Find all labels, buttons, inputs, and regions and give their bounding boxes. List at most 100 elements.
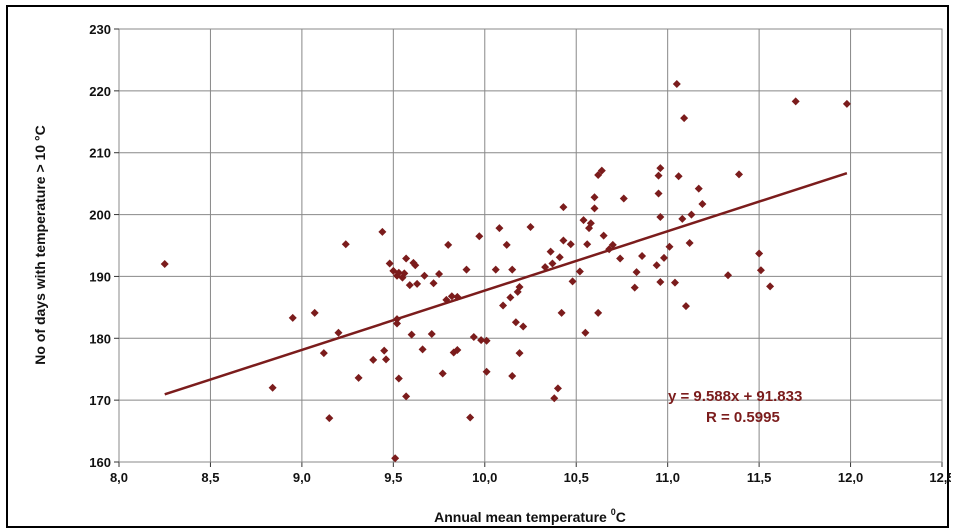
data-point [756,266,765,275]
data-point [310,308,319,317]
data-point [420,271,429,280]
y-tick-label: 220 [89,84,111,99]
data-point [654,171,663,180]
data-point [475,232,484,241]
data-point [526,222,535,231]
data-point [698,200,707,209]
data-point [502,240,511,249]
data-point [590,193,599,202]
data-point [462,265,471,274]
data-point [288,313,297,322]
data-point [482,336,491,345]
chart-frame: 8,0 8,5 9,0 9,5 10,0 10,5 11,0 11,5 12,0 12,5 160… [6,5,951,528]
scatter-chart: 8,0 8,5 9,0 9,5 10,0 10,5 11,0 11,5 12,0 12,5 160… [32,22,951,525]
data-point [392,315,401,324]
data-point [491,265,500,274]
x-tick-label: 11,0 [655,470,680,485]
x-tick-label: 12,5 [929,470,951,485]
data-point [559,203,568,212]
data-point [160,260,169,269]
data-point [590,204,599,213]
data-point [444,240,453,249]
x-tick-label: 8,0 [110,470,128,485]
data-point [654,189,663,198]
y-axis-title: No of days with temperature > 10 °C [32,125,48,364]
data-point [586,219,595,228]
data-point [506,293,515,302]
data-point [557,308,566,317]
x-axis-title-unit: C [616,509,626,525]
x-tick-label: 8,5 [201,470,219,485]
y-tick-label: 160 [89,455,111,470]
data-point [694,184,703,193]
data-point [515,349,524,358]
data-point [597,166,606,175]
data-point [599,231,608,240]
data-point [550,394,559,403]
data-point [678,214,687,223]
y-tick-label: 200 [89,208,111,223]
x-tick-labels: 8,0 8,5 9,0 9,5 10,0 10,5 11,0 11,5 12,0 12,5 [110,470,951,485]
data-point [766,282,775,291]
data-point [334,328,343,337]
data-point [378,227,387,236]
data-point [546,247,555,256]
data-point [435,269,444,278]
x-tick-label: 10,5 [564,470,589,485]
data-point [407,330,416,339]
data-point [394,268,403,277]
data-point [660,253,669,262]
data-point [583,240,592,249]
data-point [755,249,764,258]
data-point [519,322,528,331]
data-point [674,172,683,181]
data-point [548,259,557,268]
data-point [429,279,438,288]
data-point [568,277,577,286]
data-point [681,302,690,311]
data-point [508,372,517,381]
data-point [319,349,328,358]
data-point [466,413,475,422]
data-point [499,301,508,310]
x-tick-label: 9,5 [384,470,402,485]
data-point [680,114,689,123]
trendline-r-value: R = 0.5995 [706,409,780,426]
data-point [391,454,400,463]
data-point [665,242,674,251]
data-point [608,240,617,249]
data-point [469,333,478,342]
data-point [394,374,403,383]
data-point [442,295,451,304]
data-point [354,373,363,382]
data-point [670,278,679,287]
y-tick-label: 230 [89,22,111,37]
data-point [553,384,562,393]
data-point [566,240,575,249]
data-point [405,281,414,290]
data-point [495,224,504,233]
data-point [438,369,447,378]
data-point [453,292,462,301]
data-point [400,269,409,278]
data-point [402,392,411,401]
data-point [453,346,462,355]
plot-area [118,28,943,463]
data-point [724,271,733,280]
data-point [325,414,334,423]
data-point [385,259,394,268]
data-point [511,318,520,327]
data-point [541,263,550,272]
x-axis-title-unit-superscript: 0 [611,507,616,517]
data-point [411,261,420,270]
x-tick-label: 9,0 [293,470,311,485]
y-tick-labels: 160 170 180 190 200 210 220 230 [89,22,111,470]
trendline-equation: y = 9.588x + 91.833 [668,388,802,405]
data-point [482,367,491,376]
data-point [734,170,743,179]
data-point [672,80,681,89]
x-tick-label: 12,0 [838,470,863,485]
data-point [656,164,665,173]
x-tick-label: 11,5 [747,470,772,485]
x-tick-label: 10,0 [472,470,497,485]
